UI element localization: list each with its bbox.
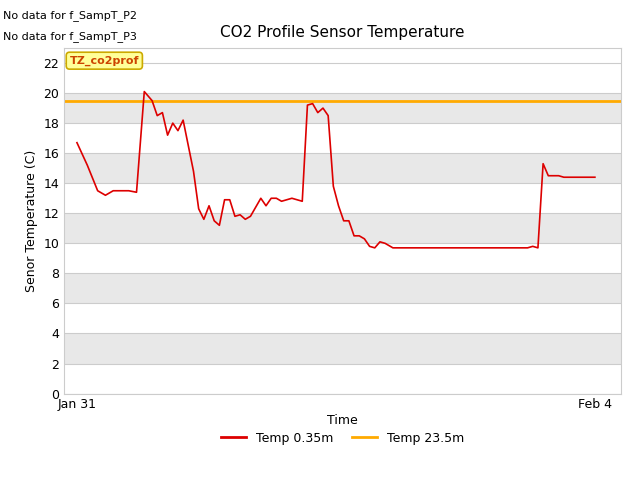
Legend: Temp 0.35m, Temp 23.5m: Temp 0.35m, Temp 23.5m: [216, 427, 469, 450]
Bar: [64, 243, 621, 274]
Bar: [64, 183, 621, 213]
Bar: [64, 363, 621, 394]
Bar: [64, 213, 621, 243]
Bar: [64, 153, 621, 183]
Text: No data for f_SampT_P3: No data for f_SampT_P3: [3, 31, 137, 42]
Text: No data for f_SampT_P2: No data for f_SampT_P2: [3, 10, 137, 21]
X-axis label: Time: Time: [327, 414, 358, 427]
Y-axis label: Senor Temperature (C): Senor Temperature (C): [25, 150, 38, 292]
Bar: [64, 63, 621, 93]
Bar: [64, 48, 621, 63]
Bar: [64, 123, 621, 153]
Title: CO2 Profile Sensor Temperature: CO2 Profile Sensor Temperature: [220, 25, 465, 40]
Text: TZ_co2prof: TZ_co2prof: [70, 56, 139, 66]
Bar: [64, 274, 621, 303]
Bar: [64, 93, 621, 123]
Bar: [64, 303, 621, 334]
Bar: [64, 334, 621, 363]
